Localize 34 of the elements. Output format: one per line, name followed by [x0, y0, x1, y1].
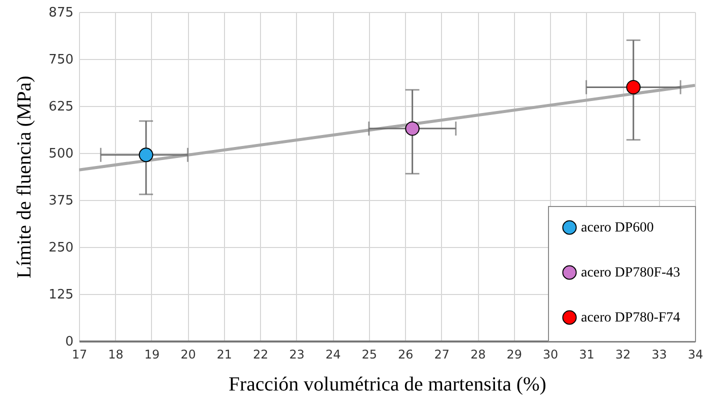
y-tick-label: 0 [65, 334, 74, 350]
x-axis-title: Fracción volumétrica de martensita (%) [228, 374, 546, 396]
x-tick-label: 22 [253, 348, 268, 362]
x-tick-label: 24 [326, 348, 341, 362]
x-tick-label: 34 [688, 348, 704, 362]
x-tick-label: 30 [542, 348, 558, 362]
legend-label: acero DP600 [581, 220, 654, 236]
point [626, 80, 641, 94]
x-tick-label: 33 [652, 348, 667, 362]
x-tick-label: 23 [289, 348, 305, 362]
x-tick-label: 25 [362, 348, 378, 362]
y-tick-label: 500 [48, 146, 74, 162]
legend-label: acero DP780F-43 [581, 266, 680, 280]
x-tick-label: 17 [72, 348, 88, 362]
legend-label: acero DP780-F74 [581, 310, 680, 326]
x-tick-label: 32 [615, 348, 631, 362]
y-tick-label: 875 [48, 6, 74, 20]
y-tick-label: 125 [48, 288, 74, 302]
x-tick-label: 28 [470, 348, 486, 362]
x-tick-label: 19 [144, 348, 160, 362]
x-tick-label: 29 [506, 348, 522, 362]
x-tick-label: 31 [579, 348, 594, 362]
y-tick-label: 250 [48, 240, 74, 256]
x-tick-label: 26 [398, 348, 414, 362]
y-tick-label: 625 [48, 100, 74, 114]
x-tick-label: 20 [180, 348, 196, 362]
y-tick-label: 375 [48, 194, 74, 208]
x-tick-label: 27 [434, 348, 450, 362]
x-tick-label: 21 [216, 348, 232, 362]
y-axis-title: Límite de fluencia (MPa) [14, 76, 36, 278]
x-tick-label: 18 [108, 348, 124, 362]
point [138, 148, 154, 162]
y-tick-label: 750 [48, 52, 74, 68]
point [405, 121, 420, 136]
